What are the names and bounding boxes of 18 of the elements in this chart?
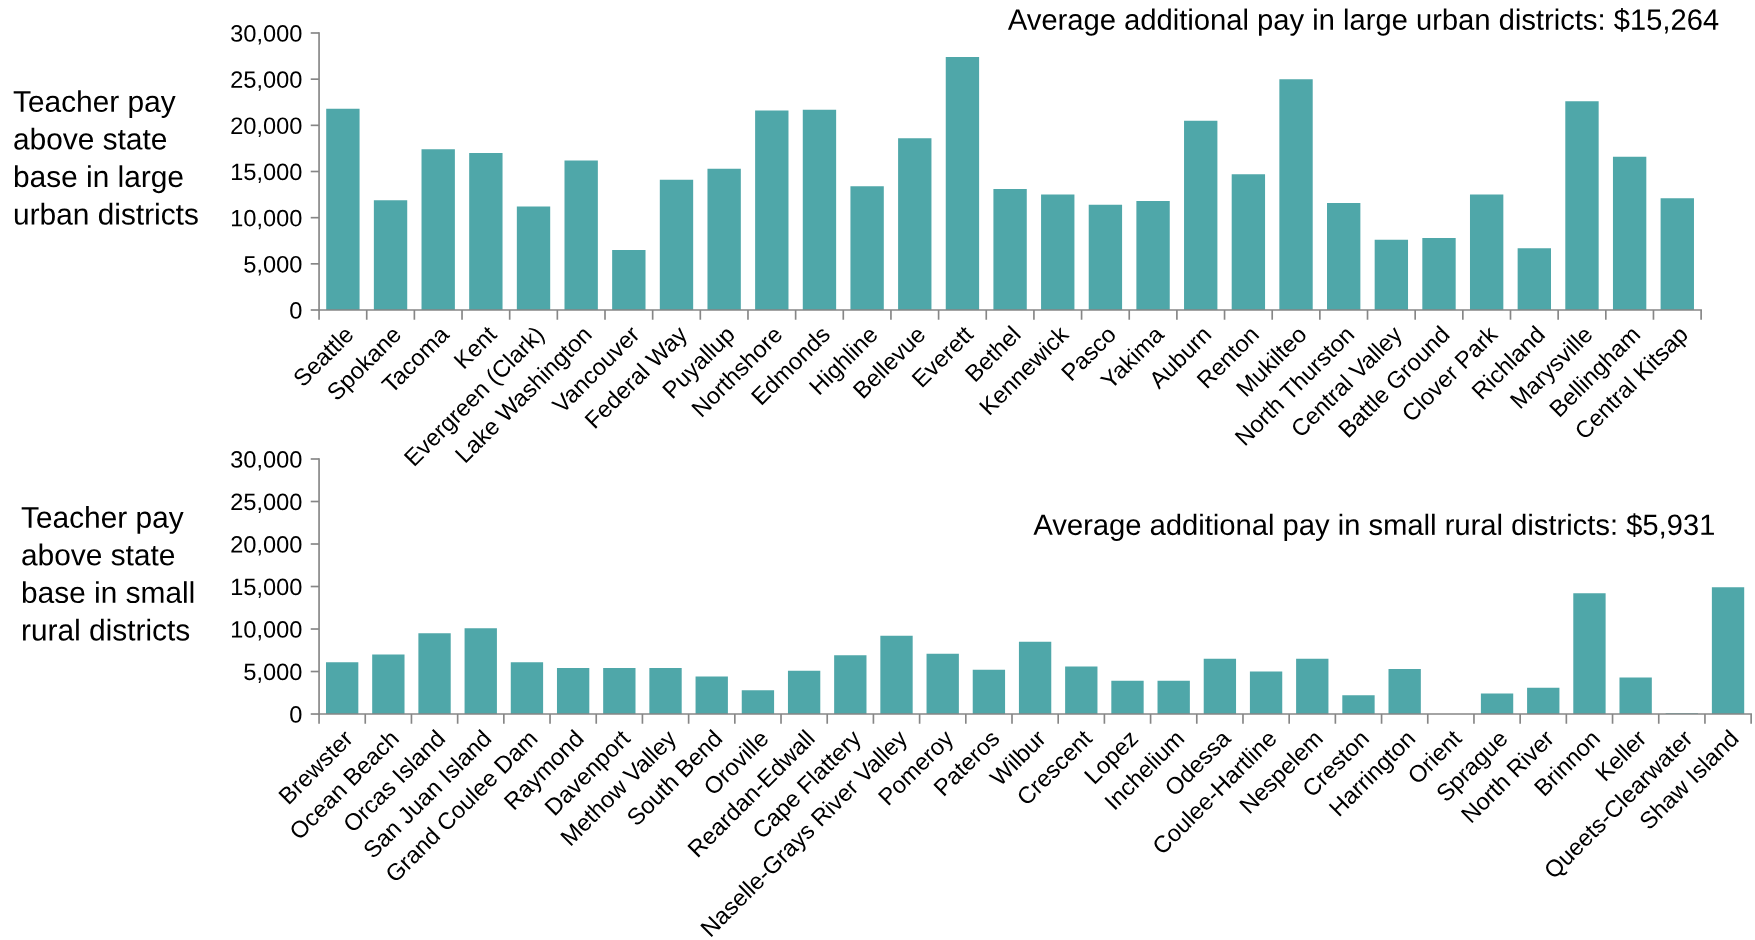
y-tick-label: 30,000: [231, 451, 302, 471]
y-tick-label: 15,000: [231, 163, 302, 184]
annotation: Average additional pay in large urban districts: $15,264: [1007, 8, 1719, 36]
y-tick-label: 0: [290, 302, 302, 319]
y-tick-label: 5,000: [244, 663, 302, 684]
y-tick-label: 30,000: [231, 25, 302, 45]
y-tick-label: 10,000: [231, 621, 302, 641]
y-axis-title: Teacher pay above state base in small rural districts: [21, 506, 194, 641]
y-tick-label: 25,000: [231, 71, 302, 91]
y-tick-label: 25,000: [231, 493, 302, 514]
y-tick-label: 20,000: [231, 536, 302, 556]
y-tick-label: 0: [290, 706, 302, 723]
y-tick-label: 15,000: [231, 578, 302, 599]
y-tick-label: 10,000: [231, 209, 302, 230]
y-tick-label: 20,000: [231, 117, 302, 137]
annotation: Average additional pay in small rural districts: $5,931: [1033, 513, 1714, 541]
y-axis-title: Teacher pay above state base in large urban districts: [13, 90, 198, 225]
y-tick-label: 5,000: [244, 255, 302, 276]
